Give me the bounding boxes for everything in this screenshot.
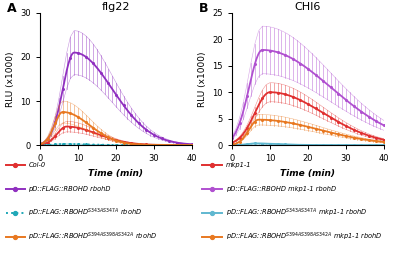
Text: pD::FLAG::RBOHD mkp1-1 rbohD: pD::FLAG::RBOHD mkp1-1 rbohD <box>226 186 336 192</box>
Point <box>200 164 204 167</box>
Text: mkp1-1: mkp1-1 <box>226 162 252 168</box>
Text: pD::FLAG::RBOHD$^{S394AS398AS342A}$ mkp1-1 rbohD: pD::FLAG::RBOHD$^{S394AS398AS342A}$ mkp1… <box>226 231 382 243</box>
Point <box>200 188 204 191</box>
Point <box>4 164 8 167</box>
Point <box>22 235 27 238</box>
Text: B: B <box>198 2 208 15</box>
Text: Col-0: Col-0 <box>28 162 46 168</box>
Y-axis label: RLU (x1000): RLU (x1000) <box>198 51 207 107</box>
Point <box>4 188 8 191</box>
Text: pD::FLAG::RBOHD rbohD: pD::FLAG::RBOHD rbohD <box>28 186 111 192</box>
Text: A: A <box>6 2 16 15</box>
Text: pD::FLAG::RBOHD$^{S394AS398AS342A}$ rbohD: pD::FLAG::RBOHD$^{S394AS398AS342A}$ rboh… <box>28 231 158 243</box>
X-axis label: Time (min): Time (min) <box>88 169 144 178</box>
Point <box>4 211 8 214</box>
Point <box>22 164 27 167</box>
X-axis label: Time (min): Time (min) <box>280 169 336 178</box>
Point <box>200 235 204 238</box>
Point <box>22 211 27 214</box>
Title: CHI6: CHI6 <box>295 2 321 12</box>
Text: pD::FLAG::RBOHD$^{S343AS347A}$ rbohD: pD::FLAG::RBOHD$^{S343AS347A}$ rbohD <box>28 207 142 219</box>
Title: flg22: flg22 <box>102 2 130 12</box>
Point <box>220 164 224 167</box>
Point <box>220 211 224 214</box>
Point <box>200 211 204 214</box>
Point <box>22 188 27 191</box>
Point <box>220 235 224 238</box>
Y-axis label: RLU (x1000): RLU (x1000) <box>6 51 15 107</box>
Point <box>4 235 8 238</box>
Point <box>220 188 224 191</box>
Text: pD::FLAG::RBOHD$^{S343AS347A}$ mkp1-1 rbohD: pD::FLAG::RBOHD$^{S343AS347A}$ mkp1-1 rb… <box>226 207 368 219</box>
